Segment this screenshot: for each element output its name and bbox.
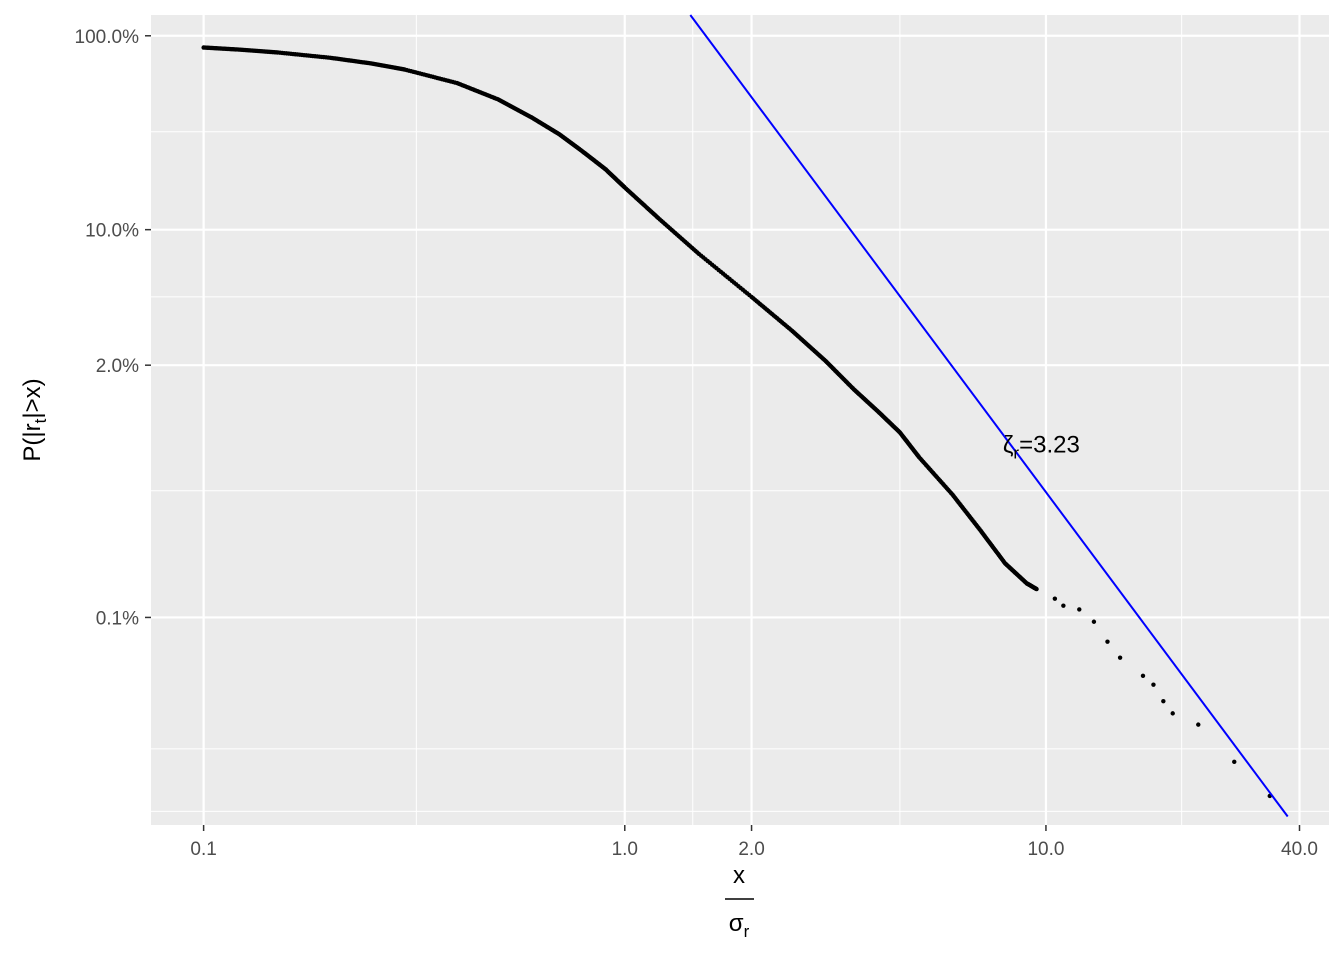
y-tick-label: 0.1% bbox=[96, 608, 139, 629]
data-point bbox=[1232, 759, 1237, 765]
y-axis: 100.0% 10.0% 2.0% 0.1% bbox=[75, 27, 151, 629]
zeta-symbol: ζ bbox=[1003, 431, 1014, 458]
y-tick-label: 10.0% bbox=[85, 221, 139, 242]
data-point bbox=[1105, 639, 1110, 644]
data-point bbox=[1052, 596, 1058, 601]
y-axis-title-prefix: P(|r bbox=[19, 423, 46, 461]
y-axis-title-suffix: |>x) bbox=[19, 378, 46, 418]
x-axis-title-denominator: σr bbox=[729, 910, 750, 941]
data-point bbox=[1170, 711, 1175, 716]
x-axis-title-numerator: x bbox=[733, 862, 745, 889]
data-points bbox=[201, 45, 1272, 799]
data-point bbox=[1061, 603, 1066, 608]
x-axis-title: x σr bbox=[725, 862, 754, 941]
y-tick-label: 100.0% bbox=[75, 27, 140, 48]
data-point bbox=[1151, 682, 1156, 687]
data-point bbox=[1140, 673, 1146, 678]
major-gridlines bbox=[151, 15, 1329, 825]
x-tick-label: 1.0 bbox=[612, 839, 638, 860]
data-point bbox=[1117, 655, 1123, 660]
x-tick-label: 0.1 bbox=[190, 839, 216, 860]
zeta-subscript: r bbox=[1013, 443, 1019, 462]
x-axis-title-sigma-sub: r bbox=[744, 922, 750, 941]
x-axis-title-sigma: σ bbox=[729, 910, 744, 937]
plot-panel bbox=[151, 15, 1329, 825]
data-point bbox=[1091, 619, 1097, 624]
data-point bbox=[1077, 607, 1082, 612]
x-tick-label: 10.0 bbox=[1027, 839, 1064, 860]
data-point bbox=[1196, 722, 1201, 727]
zeta-annotation: ζr=3.23 bbox=[1003, 431, 1080, 462]
minor-gridlines bbox=[151, 15, 1329, 825]
x-axis: 0.1 1.0 2.0 10.0 40.0 bbox=[190, 825, 1318, 860]
y-axis-title-sub: t bbox=[31, 418, 50, 423]
data-point bbox=[1034, 586, 1039, 592]
data-point bbox=[1161, 698, 1166, 704]
x-tick-label: 40.0 bbox=[1281, 839, 1318, 860]
y-axis-title: P(|rt|>x) bbox=[19, 378, 50, 461]
y-tick-label: 2.0% bbox=[96, 356, 139, 377]
fit-line bbox=[689, 14, 1289, 818]
zeta-value: =3.23 bbox=[1019, 431, 1080, 458]
x-tick-label: 2.0 bbox=[738, 839, 764, 860]
